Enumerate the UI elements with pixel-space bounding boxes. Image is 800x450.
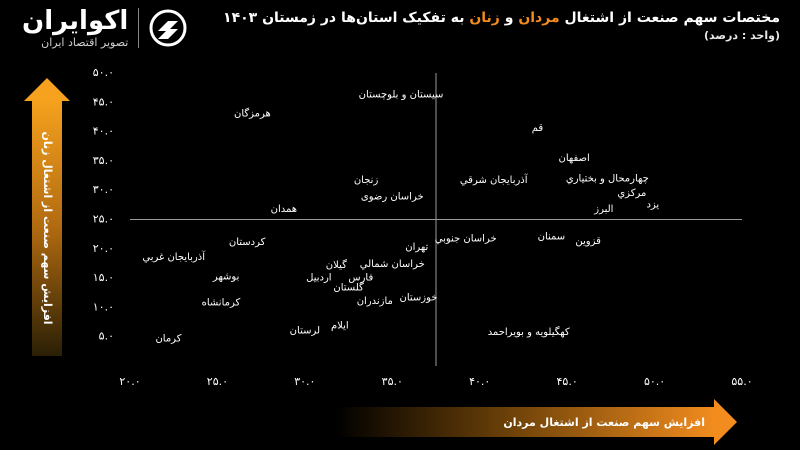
x-tick-label: ۵۵.۰: [731, 375, 752, 388]
x-tick-label: ۲۰.۰: [119, 375, 140, 388]
y-tick-label: ۲۰.۰: [93, 242, 114, 255]
province-label: فارس: [348, 273, 373, 284]
title-men: مردان: [518, 10, 560, 26]
y-tick-label: ۲۵.۰: [93, 213, 114, 226]
province-label: همدان: [271, 204, 297, 215]
province-label: آذربایجان غربي: [142, 250, 206, 263]
y-tick-label: ۳۵.۰: [93, 154, 114, 167]
province-label: چهارمحال و بختیاري: [566, 173, 649, 184]
x-axis-label: افزایش سهم صنعت از اشتغال مردان: [503, 416, 705, 429]
chart-title: مختصات سهم صنعت از اشتغال مردان و زنان ب…: [220, 8, 780, 28]
province-label: یزد: [646, 199, 659, 210]
x-axis-ticks: ۲۰.۰ ۲۵.۰ ۳۰.۰ ۳۵.۰ ۴۰.۰ ۴۵.۰ ۵۰.۰ ۵۵.۰: [119, 375, 752, 388]
y-axis-arrow: افزایش سهم صنعت از اشتغال زنان: [24, 78, 70, 356]
quadrant-dividers: [130, 73, 742, 366]
title-women: زنان: [469, 10, 500, 26]
y-tick-label: ۴۵.۰: [93, 95, 114, 108]
province-label: خوزستان: [400, 292, 438, 303]
x-tick-label: ۳۵.۰: [382, 375, 403, 388]
title-and: و: [499, 10, 519, 26]
brand-divider: [138, 8, 140, 48]
province-label: البرز: [593, 204, 613, 215]
province-label: گلستان: [333, 281, 364, 293]
brand-name: اکوایران: [22, 6, 129, 36]
province-label: سیستان و بلوچستان: [359, 90, 444, 101]
brand-tagline: تصویر اقتصاد ایران: [41, 36, 129, 49]
x-tick-label: ۴۵.۰: [557, 375, 578, 388]
y-tick-label: ۵۰.۰: [93, 66, 114, 79]
brand-icon: [149, 9, 187, 47]
province-label: مرکزي: [617, 188, 646, 199]
chart-unit: (واحد : درصد): [704, 29, 780, 42]
province-label: گیلان: [326, 259, 347, 271]
province-label: کهگیلویه و بویراحمد: [488, 326, 570, 338]
province-label: تهران: [405, 242, 428, 253]
brand-text: اکوایران تصویر اقتصاد ایران: [22, 6, 128, 50]
y-axis-label: افزایش سهم صنعت از اشتغال زنان: [41, 131, 54, 324]
x-tick-label: ۴۰.۰: [469, 375, 490, 388]
y-tick-label: ۵.۰: [99, 330, 114, 343]
y-tick-label: ۴۰.۰: [93, 125, 114, 138]
province-label: ایلام: [331, 321, 349, 332]
province-label: زنجان: [354, 175, 379, 186]
province-label: اصفهان: [558, 153, 589, 164]
province-label: خراسان رضوی: [361, 192, 424, 203]
x-axis-arrow: افزایش سهم صنعت از اشتغال مردان: [335, 399, 737, 445]
province-label: مازندران: [357, 296, 393, 307]
province-label: خراسان جنوبي: [435, 233, 497, 244]
province-label: کرمانشاه: [202, 298, 241, 309]
province-label: خراسان شمالي: [360, 259, 425, 270]
y-tick-label: ۱۵.۰: [93, 271, 114, 284]
x-tick-label: ۲۵.۰: [207, 375, 228, 388]
province-label: آذربایجان شرقي: [460, 173, 529, 186]
province-label: قزوین: [575, 236, 601, 247]
title-part1: مختصات سهم صنعت از اشتغال: [559, 10, 780, 26]
chart-header: مختصات سهم صنعت از اشتغال مردان و زنان ب…: [220, 8, 780, 44]
province-label: هرمزگان: [234, 107, 271, 119]
province-label: بوشهر: [212, 271, 239, 282]
y-axis-ticks: ۵.۰ ۱۰.۰ ۱۵.۰ ۲۰.۰ ۲۵.۰ ۳۰.۰ ۳۵.۰ ۴۰.۰ ۴۵.۰ ۵۰.۰: [93, 66, 114, 343]
x-tick-label: ۳۰.۰: [294, 375, 315, 388]
province-label: سمنان: [538, 231, 566, 242]
province-label: کردستان: [229, 237, 266, 248]
x-tick-label: ۵۰.۰: [644, 375, 665, 388]
province-label: کرمان: [155, 333, 181, 344]
y-tick-label: ۳۰.۰: [93, 183, 114, 196]
y-tick-label: ۱۰.۰: [93, 300, 114, 313]
brand-logo: اکوایران تصویر اقتصاد ایران: [22, 6, 187, 50]
province-label: قم: [532, 123, 544, 134]
province-label: اردبیل: [306, 273, 331, 284]
province-label: لرستان: [290, 325, 320, 336]
data-points: سیستان و بلوچستان هرمزگان قم اصفهان زنجان آذر…: [142, 90, 659, 345]
title-part2: به تفکیک استان‌ها در زمستان ۱۴۰۳: [223, 10, 470, 26]
